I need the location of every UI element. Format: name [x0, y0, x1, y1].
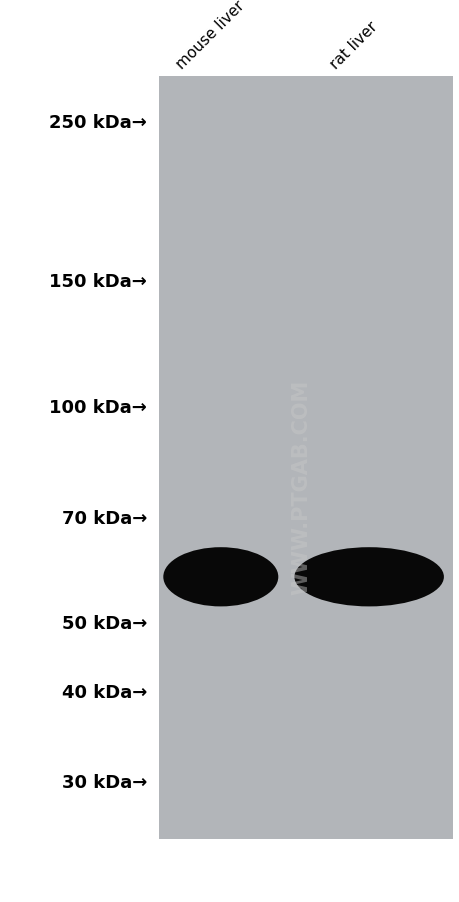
Text: 70 kDa→: 70 kDa→	[62, 510, 147, 528]
Text: rat liver: rat liver	[327, 19, 380, 72]
Ellipse shape	[163, 548, 278, 607]
Text: 100 kDa→: 100 kDa→	[49, 399, 147, 417]
Ellipse shape	[294, 548, 443, 607]
Text: 50 kDa→: 50 kDa→	[62, 614, 147, 632]
Text: 40 kDa→: 40 kDa→	[62, 684, 147, 702]
Text: mouse liver: mouse liver	[173, 0, 247, 72]
Text: 30 kDa→: 30 kDa→	[62, 773, 147, 791]
Text: 150 kDa→: 150 kDa→	[49, 272, 147, 290]
Text: WWW.PTGAB.COM: WWW.PTGAB.COM	[291, 380, 311, 594]
Text: 250 kDa→: 250 kDa→	[49, 114, 147, 132]
Bar	[158, 77, 452, 839]
